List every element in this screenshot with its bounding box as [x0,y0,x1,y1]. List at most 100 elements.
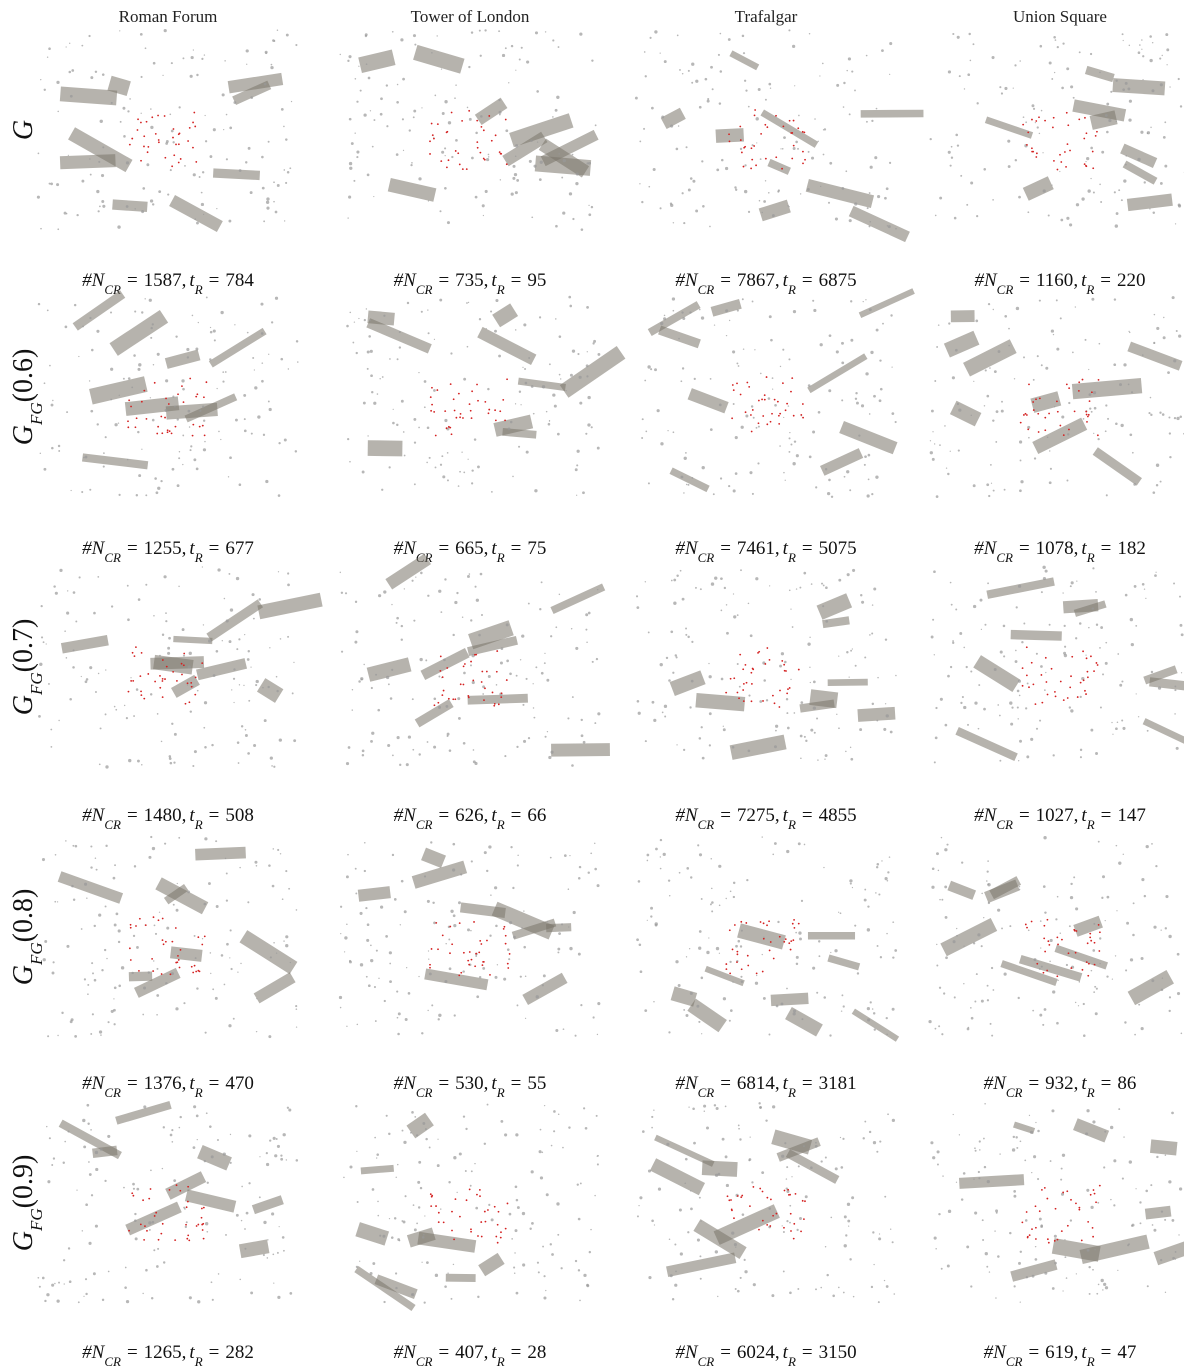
red-point [130,959,132,961]
point [453,914,456,917]
red-point [1063,434,1065,436]
red-point [1089,933,1091,935]
point [375,674,377,676]
point [864,464,866,466]
point-cloud-image [930,33,1184,228]
point [486,870,488,872]
point [1141,957,1144,960]
point [672,672,674,674]
point [828,202,830,204]
point [1091,298,1094,301]
point [442,112,445,115]
point [846,70,847,71]
red-point [1087,975,1089,977]
point [133,1188,135,1190]
point [1053,334,1054,335]
point [553,1130,555,1132]
point [1091,411,1093,413]
point [56,81,59,84]
point [479,976,481,978]
red-point [762,700,764,702]
red-point [732,949,734,951]
point [1009,1232,1011,1234]
point [1110,91,1112,93]
red-point [474,965,476,967]
point [1106,131,1109,134]
point [673,579,676,582]
red-point [1047,919,1049,921]
point [790,609,791,610]
point [1116,212,1119,215]
point [57,1035,58,1036]
point [890,731,893,734]
red-point [1061,939,1063,941]
point [403,150,404,151]
point [738,365,740,367]
point [447,221,450,224]
point [1085,339,1087,341]
point [878,893,880,895]
point [716,947,719,950]
point [952,642,954,644]
red-point [130,680,132,682]
caption: #NCR=619,tR=47 [984,1342,1137,1369]
point [1162,977,1163,978]
structure [1023,176,1054,200]
point [230,608,233,611]
point [1094,407,1097,410]
point [723,997,726,1000]
point [265,480,268,483]
point [1063,652,1066,655]
red-point [429,967,431,969]
red-point [474,654,476,656]
point [838,727,840,729]
point [392,422,395,425]
point [1085,654,1086,655]
point [295,450,297,452]
point [984,624,986,626]
point [159,655,161,657]
point [482,967,485,970]
point [196,987,198,989]
point [1120,424,1123,427]
structure [550,583,605,614]
point [1107,896,1110,899]
point [124,1286,127,1289]
point [1085,1132,1088,1135]
red-point [455,150,457,152]
red-point [730,678,732,680]
point [1049,61,1052,64]
point [706,1127,709,1130]
point [370,740,373,743]
point [557,948,560,951]
point [292,692,294,694]
red-point [1065,166,1067,168]
point [515,144,518,147]
point [204,1160,206,1162]
point [1004,315,1007,318]
point [367,435,368,436]
point [514,1273,515,1274]
point [795,141,798,144]
point [90,845,92,847]
point [205,1222,208,1225]
red-point [1098,379,1100,381]
point [541,672,544,675]
point [846,651,848,653]
point [287,584,290,587]
point [90,410,93,413]
point [951,604,953,606]
point [1162,413,1165,416]
red-point [775,115,777,117]
point [782,148,784,150]
point [798,115,800,117]
point [780,366,781,367]
point [38,303,40,305]
point [185,1226,187,1228]
red-point [790,1230,792,1232]
point [1039,968,1041,970]
red-point [733,1217,735,1219]
red-point [507,963,509,965]
point [433,697,436,700]
point [222,640,223,641]
